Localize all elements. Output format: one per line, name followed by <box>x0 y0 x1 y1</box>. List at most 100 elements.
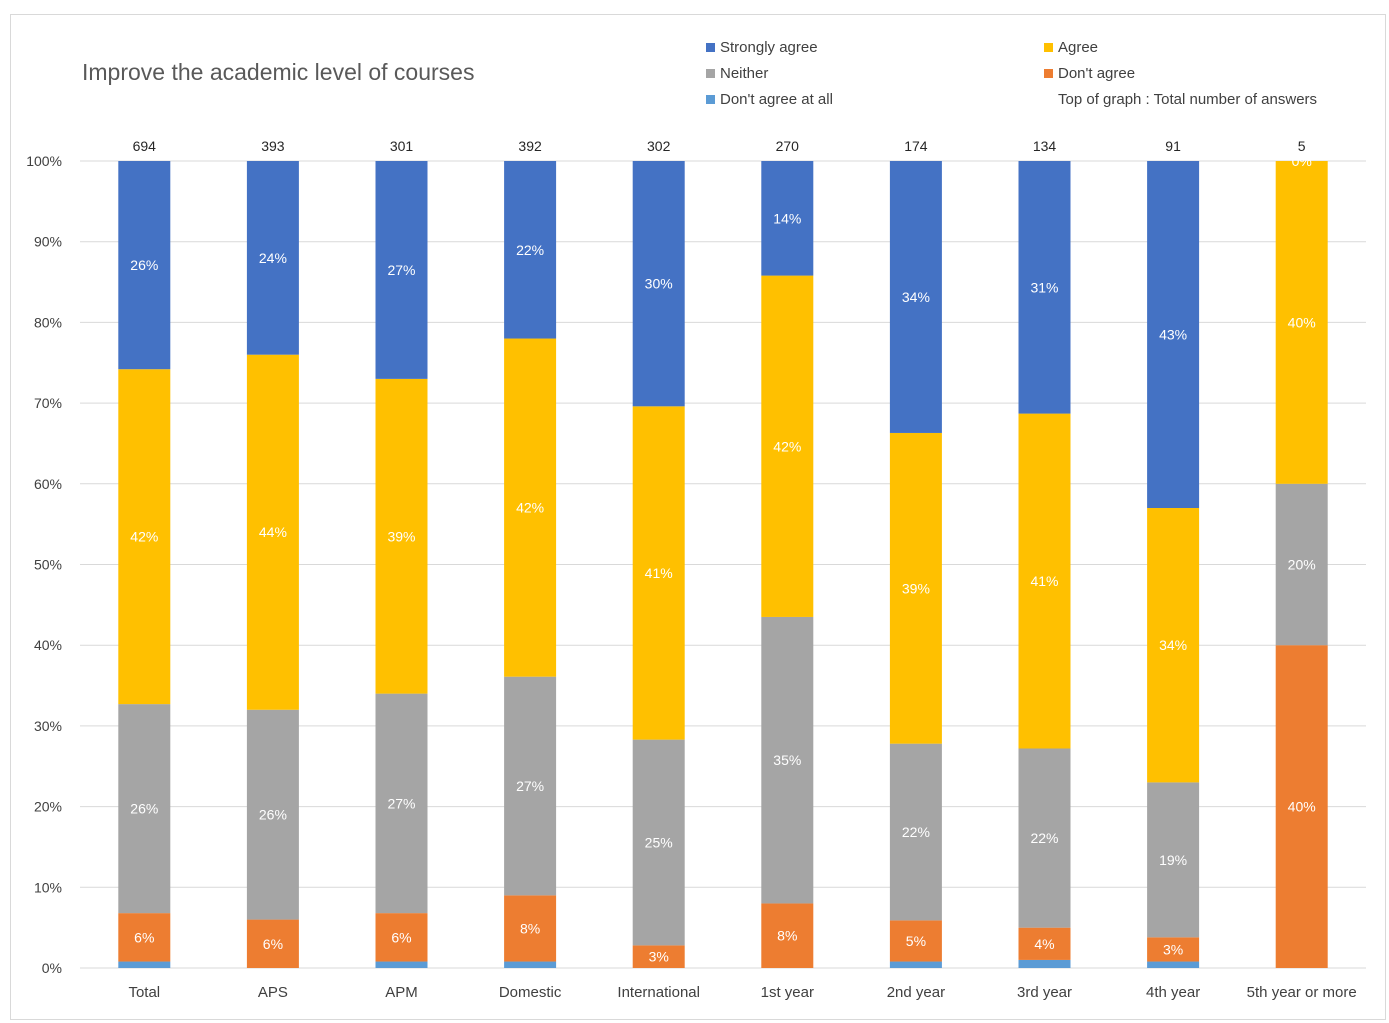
bar-segment <box>1018 959 1071 968</box>
data-label: 39% <box>387 528 415 544</box>
y-axis-ticks: 0% 10% 20% 30% 40% 50% 60% 70% 80% 90% 100% <box>26 153 62 976</box>
y-tick-label: 100% <box>26 153 62 169</box>
data-label: 27% <box>387 262 415 278</box>
data-label: 8% <box>777 928 797 944</box>
y-tick-label: 90% <box>34 234 62 250</box>
legend-label: Don't agree <box>1058 65 1135 82</box>
data-label: 35% <box>773 752 801 768</box>
bar-segment <box>375 378 428 694</box>
bar-segment <box>1147 937 1200 962</box>
bar-segment <box>1147 961 1200 968</box>
data-label: 34% <box>1159 637 1187 653</box>
bar-segment <box>1018 748 1071 928</box>
bar-segment <box>1275 161 1328 484</box>
bar-segment <box>632 739 685 946</box>
bar-segment <box>632 945 685 968</box>
data-label: 31% <box>1030 279 1058 295</box>
data-label: 4% <box>1034 936 1054 952</box>
data-label: 22% <box>1030 830 1058 846</box>
x-tick-label: International <box>617 984 700 1001</box>
data-label: 44% <box>259 524 287 540</box>
bar-segment <box>118 913 171 962</box>
bar-segment <box>632 406 685 740</box>
x-axis-ticks: Total APS APM Domestic International 1st year… <box>128 984 1356 1001</box>
data-label: 3% <box>1163 941 1183 957</box>
bars: 6% 26% 42% 26% 6% 26% 44% 24% 6% 27% 39% 27% 8% 27% 42… <box>118 153 1328 968</box>
y-tick-label: 30% <box>34 718 62 734</box>
total-label: 393 <box>261 138 285 154</box>
bar-segment <box>504 161 557 339</box>
bar-segment <box>761 161 814 276</box>
total-label: 694 <box>133 138 157 154</box>
data-label: 19% <box>1159 852 1187 868</box>
legend-swatch <box>706 69 715 78</box>
data-label: 14% <box>773 210 801 226</box>
bar-segment <box>1275 645 1328 968</box>
bar-segment <box>118 961 171 968</box>
data-label: 22% <box>516 242 544 258</box>
total-label: 91 <box>1165 138 1181 154</box>
data-label: 26% <box>130 801 158 817</box>
y-tick-label: 20% <box>34 799 62 815</box>
data-label: 42% <box>130 529 158 545</box>
data-label: 40% <box>1288 799 1316 815</box>
data-label: 20% <box>1288 557 1316 573</box>
legend: Strongly agree Agree Neither Don't agree Don… <box>706 39 1317 108</box>
data-label: 42% <box>773 438 801 454</box>
bar-segment <box>1275 483 1328 646</box>
data-label: 3% <box>649 949 669 965</box>
data-label: 22% <box>902 824 930 840</box>
bar-segment <box>1018 161 1071 414</box>
legend-label: Agree <box>1058 39 1098 56</box>
bar-segment <box>889 432 942 744</box>
bar-segment <box>504 338 557 677</box>
bar-segment <box>761 903 814 968</box>
x-tick-label: 1st year <box>761 984 814 1001</box>
x-tick-label: 2nd year <box>887 984 945 1001</box>
total-labels: 694 393 301 392 302 270 174 134 91 5 <box>133 138 1306 154</box>
x-tick-label: APM <box>385 984 418 1001</box>
bar-segment <box>889 743 942 921</box>
total-label: 301 <box>390 138 414 154</box>
bar-segment <box>632 161 685 407</box>
x-tick-label: APS <box>258 984 288 1001</box>
chart-area <box>10 14 1386 1020</box>
total-label: 270 <box>776 138 800 154</box>
y-tick-label: 70% <box>34 395 62 411</box>
total-label: 392 <box>518 138 542 154</box>
data-label: 43% <box>1159 327 1187 343</box>
x-tick-label: Domestic <box>499 984 562 1001</box>
bar-segment <box>246 161 299 355</box>
total-label: 5 <box>1298 138 1306 154</box>
data-label: 24% <box>259 250 287 266</box>
bar-segment <box>246 919 299 968</box>
data-label: 6% <box>263 936 283 952</box>
y-tick-label: 40% <box>34 637 62 653</box>
bar-segment <box>889 920 942 962</box>
data-label: 27% <box>387 795 415 811</box>
data-label: 8% <box>520 920 540 936</box>
data-label: 25% <box>645 835 673 851</box>
data-label: 30% <box>645 276 673 292</box>
data-label: 26% <box>130 257 158 273</box>
bar-segment <box>761 616 814 904</box>
y-tick-label: 80% <box>34 314 62 330</box>
legend-label: Strongly agree <box>720 39 818 56</box>
legend-swatch <box>706 43 715 52</box>
bar-segment <box>246 709 299 920</box>
legend-swatch <box>706 95 715 104</box>
legend-swatch <box>1044 69 1053 78</box>
bar-segment <box>246 354 299 710</box>
bar-segment <box>1018 927 1071 960</box>
bar-segment <box>375 161 428 379</box>
bar-segment <box>1147 161 1200 509</box>
bar-segment <box>118 369 171 705</box>
legend-label: Don't agree at all <box>720 91 833 108</box>
x-tick-label: Total <box>128 984 160 1001</box>
data-label: 0% <box>1292 153 1312 169</box>
bar-segment <box>504 676 557 896</box>
y-tick-label: 50% <box>34 557 62 573</box>
bar-segment <box>375 693 428 914</box>
bar-segment <box>504 895 557 962</box>
